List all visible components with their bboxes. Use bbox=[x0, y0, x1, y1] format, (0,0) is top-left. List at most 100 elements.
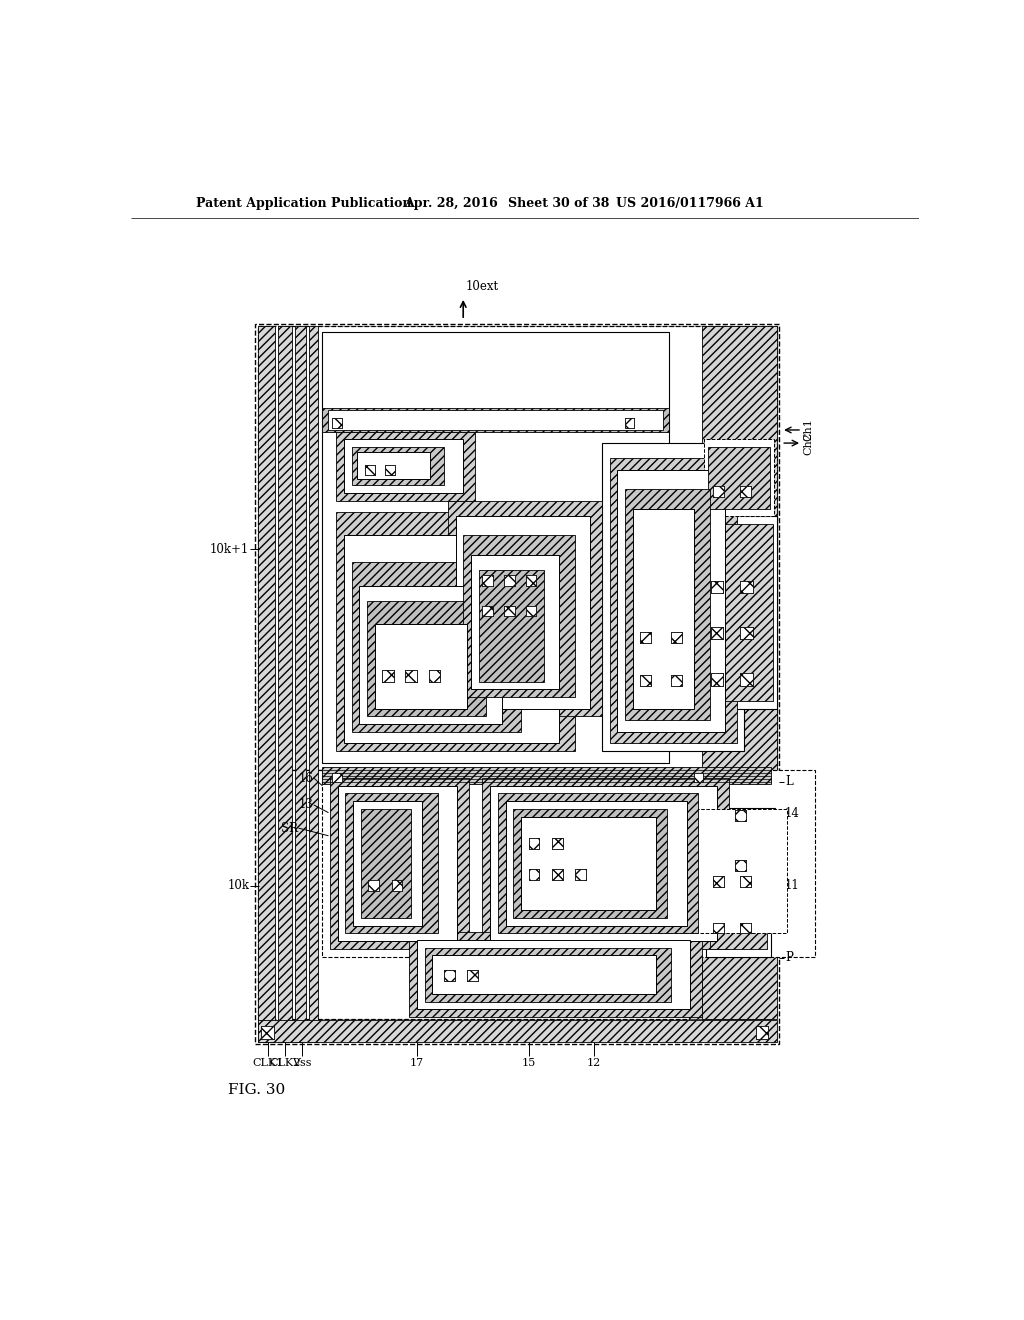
Bar bbox=[425, 948, 671, 1002]
Bar bbox=[417, 940, 690, 1010]
Bar bbox=[625, 490, 710, 721]
Bar bbox=[504, 574, 515, 586]
Bar bbox=[640, 675, 651, 685]
Bar bbox=[711, 673, 724, 685]
Bar bbox=[714, 486, 724, 496]
Bar bbox=[528, 869, 540, 879]
Text: Apr. 28, 2016: Apr. 28, 2016 bbox=[403, 197, 498, 210]
Bar bbox=[714, 486, 724, 496]
Bar bbox=[490, 785, 717, 941]
Bar bbox=[735, 810, 745, 821]
Text: 13: 13 bbox=[298, 799, 313, 812]
Bar bbox=[309, 326, 318, 1041]
Bar bbox=[740, 673, 753, 685]
Bar bbox=[694, 772, 703, 781]
Bar bbox=[708, 447, 770, 508]
Bar bbox=[295, 326, 306, 1041]
Bar bbox=[482, 574, 494, 586]
Bar bbox=[382, 671, 394, 681]
Bar bbox=[740, 876, 752, 887]
Text: Sheet 30 of 38: Sheet 30 of 38 bbox=[508, 197, 609, 210]
Bar bbox=[756, 1026, 768, 1039]
Bar bbox=[740, 923, 752, 933]
Bar bbox=[706, 524, 773, 701]
Bar bbox=[504, 606, 515, 616]
Bar bbox=[705, 440, 773, 516]
Text: 17: 17 bbox=[410, 1057, 424, 1068]
Bar bbox=[323, 331, 669, 763]
Bar bbox=[444, 970, 455, 981]
Text: 16: 16 bbox=[298, 771, 313, 784]
Bar bbox=[359, 586, 502, 725]
Bar bbox=[574, 869, 586, 879]
Bar bbox=[735, 810, 745, 821]
Bar bbox=[714, 876, 724, 887]
Bar bbox=[714, 923, 724, 933]
Bar bbox=[478, 570, 544, 681]
Bar bbox=[740, 923, 752, 933]
Bar bbox=[432, 956, 655, 994]
Bar bbox=[382, 671, 394, 681]
Bar bbox=[711, 673, 724, 685]
Bar bbox=[336, 432, 475, 500]
Bar bbox=[323, 408, 669, 432]
Bar bbox=[640, 632, 651, 643]
Text: 14: 14 bbox=[785, 807, 800, 820]
Bar bbox=[365, 465, 376, 475]
Bar bbox=[391, 880, 402, 891]
Text: 11: 11 bbox=[785, 879, 800, 892]
Bar bbox=[525, 606, 537, 616]
Bar bbox=[740, 627, 753, 639]
Bar bbox=[694, 772, 703, 781]
Bar bbox=[333, 772, 342, 781]
Bar bbox=[528, 838, 540, 849]
Bar bbox=[344, 536, 559, 743]
Bar bbox=[706, 833, 771, 957]
Bar bbox=[528, 869, 540, 879]
Text: 12: 12 bbox=[587, 1057, 601, 1068]
Bar bbox=[711, 627, 724, 639]
Bar bbox=[353, 801, 422, 925]
Bar bbox=[385, 465, 395, 475]
Text: 10k+1: 10k+1 bbox=[210, 543, 249, 556]
Text: L: L bbox=[785, 775, 793, 788]
Bar bbox=[625, 418, 634, 428]
Bar bbox=[482, 606, 494, 616]
Bar bbox=[467, 970, 478, 981]
Bar bbox=[504, 606, 515, 616]
Bar bbox=[429, 671, 440, 681]
Bar bbox=[671, 632, 682, 643]
Bar bbox=[711, 627, 724, 639]
Bar bbox=[701, 516, 776, 709]
Bar bbox=[552, 869, 562, 879]
Bar bbox=[365, 465, 376, 475]
Bar bbox=[740, 581, 753, 593]
Bar bbox=[258, 771, 689, 1019]
Bar bbox=[574, 869, 586, 879]
Bar bbox=[369, 880, 379, 891]
Bar bbox=[410, 932, 701, 1016]
Bar bbox=[333, 418, 342, 428]
Bar bbox=[279, 326, 292, 1041]
Bar bbox=[367, 601, 486, 717]
Bar bbox=[740, 673, 753, 685]
Bar bbox=[633, 809, 786, 933]
Bar bbox=[711, 581, 724, 593]
Text: 15: 15 bbox=[521, 1057, 536, 1068]
Bar bbox=[471, 554, 559, 689]
Bar bbox=[740, 486, 752, 496]
Bar bbox=[609, 458, 736, 743]
Bar bbox=[640, 632, 651, 643]
Bar bbox=[714, 923, 724, 933]
Bar bbox=[701, 326, 776, 1019]
Bar bbox=[617, 470, 725, 731]
Bar bbox=[740, 627, 753, 639]
Bar bbox=[338, 785, 457, 941]
Text: Ch2: Ch2 bbox=[804, 432, 813, 454]
Text: 10k: 10k bbox=[227, 879, 249, 892]
Bar bbox=[731, 809, 773, 892]
Bar bbox=[521, 817, 655, 911]
Bar bbox=[740, 581, 753, 593]
Bar bbox=[258, 326, 776, 771]
Bar bbox=[323, 771, 815, 957]
